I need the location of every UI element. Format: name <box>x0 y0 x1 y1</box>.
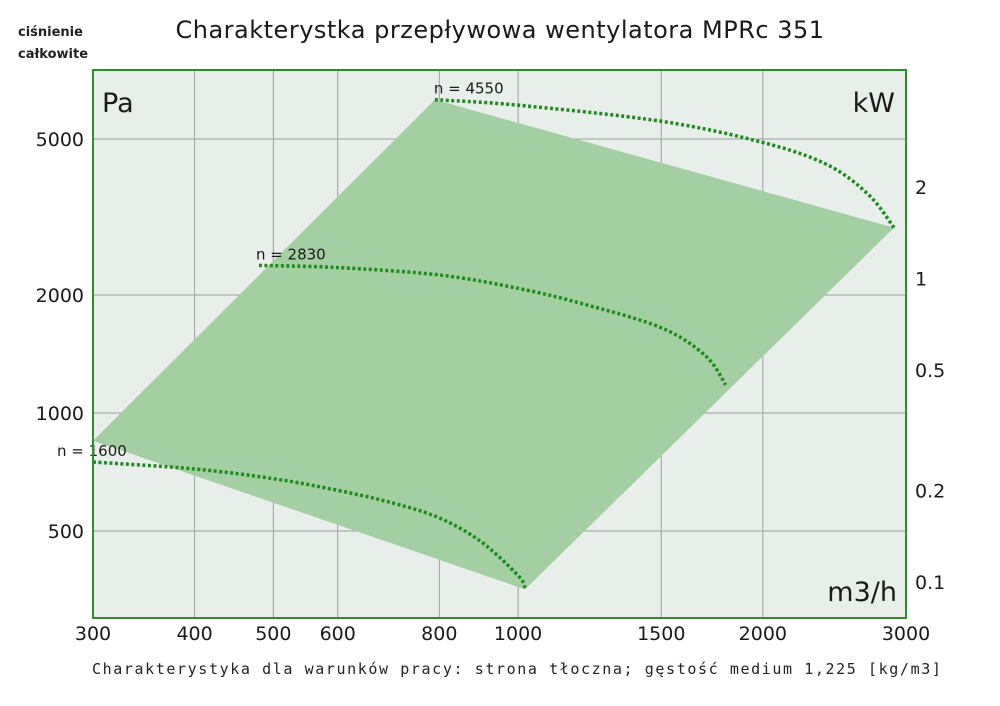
y-tick-label: 1000 <box>36 403 84 425</box>
x-tick-label: 800 <box>421 623 457 645</box>
y2-unit-label: kW <box>853 88 895 119</box>
operating-region <box>93 99 895 590</box>
x-tick-label: 2000 <box>739 623 787 645</box>
tick-labels: 300 400 500 600 800 1000 1500 2000 3000500100020… <box>36 129 946 645</box>
y2-tick-label: 0.2 <box>915 481 945 503</box>
y2-tick-label: 0.5 <box>915 360 945 382</box>
speed-curve-label-0: n = 1600 <box>57 442 127 460</box>
speed-curve-1 <box>258 263 728 386</box>
y-unit-label: Pa <box>102 88 134 119</box>
y-tick-label: 2000 <box>36 285 84 307</box>
y-tick-label: 500 <box>48 521 84 543</box>
x-unit-label: m3/h <box>827 577 897 608</box>
speed-curves: n = 1600 n = 2830 n = 4550 <box>57 80 896 589</box>
x-tick-label: 300 <box>75 623 111 645</box>
x-tick-label: 500 <box>255 623 291 645</box>
y-tick-label: 5000 <box>36 129 84 151</box>
x-tick-label: 1500 <box>637 623 685 645</box>
x-tick-label: 400 <box>176 623 212 645</box>
speed-curve-2 <box>434 97 896 229</box>
x-tick-label: 600 <box>320 623 356 645</box>
x-tick-label: 1000 <box>494 623 542 645</box>
plot-frame <box>92 69 907 619</box>
y2-tick-label: 1 <box>915 268 927 290</box>
y-axis-side-label: ciśnienie całkowite <box>18 22 98 66</box>
speed-curve-label-1: n = 2830 <box>256 245 326 263</box>
y-axis-side-label-text: ciśnienie całkowite <box>18 25 89 62</box>
speed-curve-0 <box>92 460 527 589</box>
y2-tick-label: 0.1 <box>915 572 945 594</box>
y2-tick-label: 2 <box>915 177 927 199</box>
speed-curve-label-2: n = 4550 <box>434 80 504 98</box>
footnote: Charakterystyka dla warunków pracy: stro… <box>92 660 943 678</box>
x-tick-label: 3000 <box>882 623 930 645</box>
chart-title: Charakterystka przepływowa wentylatora M… <box>175 16 825 44</box>
